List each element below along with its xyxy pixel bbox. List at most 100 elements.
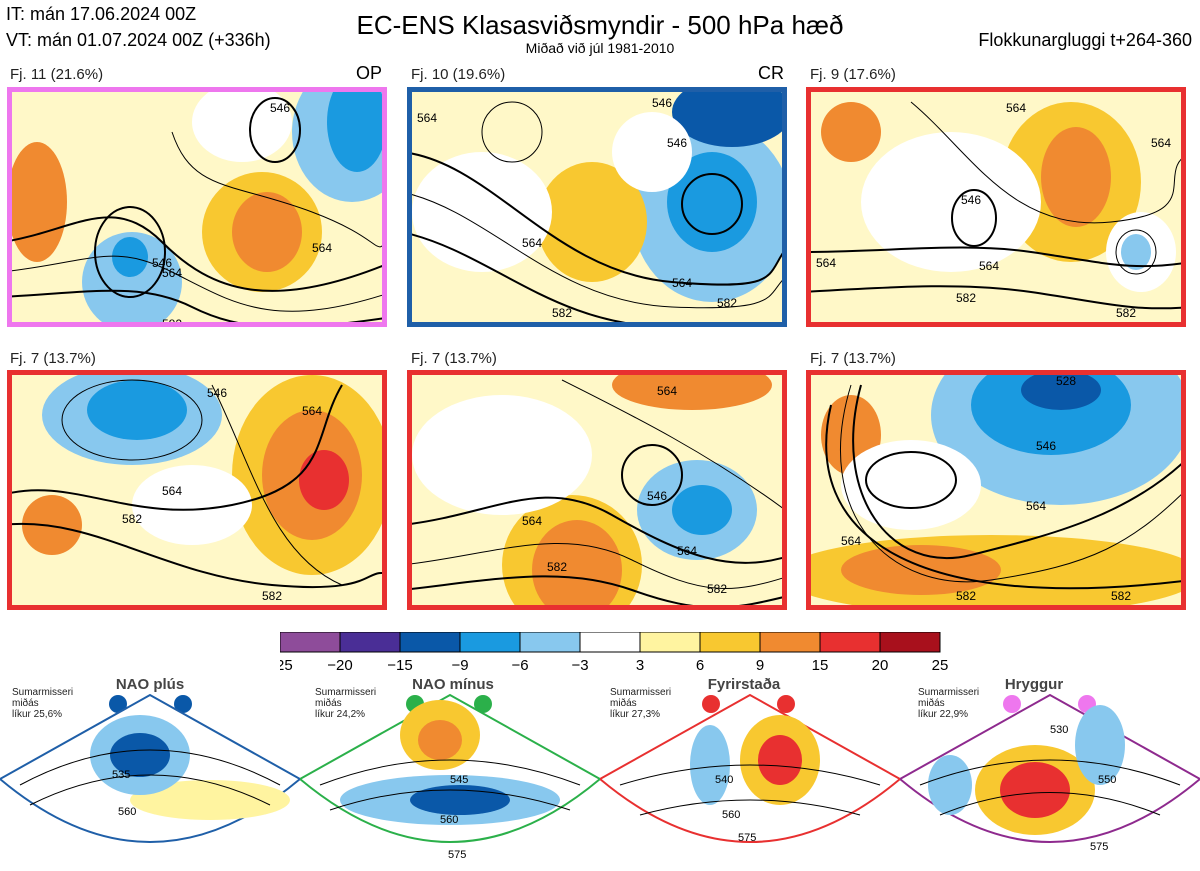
contour-label: 545 — [450, 774, 468, 786]
colorbar-segment — [339, 632, 401, 653]
colorbar-tick-label: −3 — [571, 657, 588, 674]
contour-label: 564 — [162, 266, 182, 280]
contour-label: 550 — [1098, 774, 1116, 786]
contour-label: 582 — [122, 512, 142, 526]
contour-label: 564 — [672, 276, 692, 290]
note-line: miðás — [315, 698, 342, 709]
contour-label: 564 — [979, 259, 999, 273]
contour-label: 564 — [1006, 101, 1026, 115]
regime-note-nao-plus: Sumarmisseri miðás líkur 25,6% — [12, 687, 73, 720]
note-line: miðás — [12, 698, 39, 709]
colorbar-tick-label: −25 — [280, 657, 293, 674]
contour-label: 575 — [738, 832, 756, 844]
colorbar-tick-label: −15 — [387, 657, 412, 674]
colorbar-segment — [459, 632, 521, 653]
regime-title-nao-plus: NAO plús — [115, 676, 185, 693]
regime-note-nao-minus: Sumarmisseri miðás líkur 24,2% — [315, 687, 376, 720]
contour-label: 564 — [417, 111, 437, 125]
contour-label: 564 — [302, 404, 322, 418]
regime-dot — [702, 695, 720, 713]
contour-label: 564 — [841, 534, 861, 548]
cluster-map-6: 528 546 564 564 582 582 — [806, 370, 1186, 610]
note-line: miðás — [610, 698, 637, 709]
contour-label: 535 — [112, 769, 130, 781]
contour-label: 564 — [677, 544, 697, 558]
contour-label: 546 — [647, 489, 667, 503]
contour-label: 546 — [270, 101, 290, 115]
init-time: IT: mán 17.06.2024 00Z — [6, 4, 197, 24]
panel-1-tag: OP — [356, 63, 383, 83]
colorbar-segment — [699, 632, 761, 653]
note-line: miðás — [918, 698, 945, 709]
regime-note-blocking: Sumarmisseri miðás líkur 27,3% — [610, 687, 671, 720]
colorbar-tick-label: −20 — [327, 657, 352, 674]
contour-label: 560 — [440, 814, 458, 826]
colorbar-segment — [579, 632, 641, 653]
cluster-map-1: 546 546 564 564 582 — [7, 87, 387, 327]
colorbar-tick-label: 6 — [696, 657, 704, 674]
colorbar-tick-label: 25 — [932, 657, 949, 674]
panel-2-tag: CR — [758, 63, 784, 83]
note-line: Sumarmisseri — [12, 687, 74, 698]
contour-label: 530 — [1050, 724, 1068, 736]
regime-note-ridge: Sumarmisseri miðás líkur 22,9% — [918, 687, 979, 720]
regime-dot — [777, 695, 795, 713]
colorbar-segment — [759, 632, 821, 653]
contour-label: 546 — [652, 96, 672, 110]
contour-label: 582 — [1116, 306, 1136, 320]
panel-3-label: Fj. 9 (17.6%) — [810, 66, 896, 83]
note-line: líkur 27,3% — [610, 709, 661, 720]
regime-map-nao-minus: 545 560 575 — [300, 693, 600, 861]
note-line: líkur 25,6% — [12, 709, 63, 720]
contour-label: 564 — [162, 484, 182, 498]
contour-label: 564 — [1026, 499, 1046, 513]
note-line: Sumarmisseri — [918, 687, 980, 698]
note-line: líkur 24,2% — [315, 709, 366, 720]
contour-label: 575 — [1090, 841, 1108, 853]
page-title: EC-ENS Klasasviðsmyndir - 500 hPa hæð — [356, 10, 844, 40]
colorbar-segment — [399, 632, 461, 653]
panel-6-label: Fj. 7 (13.7%) — [810, 350, 896, 367]
colorbar-segment — [879, 632, 941, 653]
contour-label: 564 — [816, 256, 836, 270]
colorbar-tick-label: −6 — [511, 657, 528, 674]
contour-label: 582 — [162, 317, 182, 322]
regime-map-blocking: 540 560 575 — [600, 693, 900, 844]
regime-dot — [1003, 695, 1021, 713]
colorbar-tick-label: 20 — [872, 657, 889, 674]
colorbar-tick-label: 9 — [756, 657, 764, 674]
contour-label: 564 — [1151, 136, 1171, 150]
valid-time: VT: mán 01.07.2024 00Z (+336h) — [6, 30, 271, 50]
colorbar-segment — [819, 632, 881, 653]
note-line: Sumarmisseri — [315, 687, 377, 698]
colorbar-tick-label: 15 — [812, 657, 829, 674]
regime-map-nao-plus: 535 560 — [0, 693, 300, 843]
colorbar-segment — [280, 632, 341, 653]
contour-label: 546 — [667, 136, 687, 150]
cluster-map-2: 546 564 546 564 564 582 582 — [407, 87, 787, 327]
regime-map-ridge: 530 550 575 — [900, 693, 1200, 853]
contour-label: 560 — [118, 806, 136, 818]
colorbar-tick-label: 3 — [636, 657, 644, 674]
contour-label: 564 — [522, 514, 542, 528]
contour-label: 582 — [1111, 589, 1131, 603]
contour-label: 582 — [552, 306, 572, 320]
cluster-map-3: 564 564 546 564 564 582 582 — [806, 87, 1186, 327]
contour-label: 582 — [547, 560, 567, 574]
panel-1-label: Fj. 11 (21.6%) — [10, 66, 104, 83]
contour-label: 528 — [1056, 375, 1076, 388]
contour-label: 546 — [152, 256, 172, 270]
page-subtitle: Miðað við júl 1981-2010 — [525, 40, 675, 56]
colorbar-tick-label: −9 — [451, 657, 468, 674]
note-line: Sumarmisseri — [610, 687, 672, 698]
contour-label: 575 — [448, 849, 466, 861]
panel-5-label: Fj. 7 (13.7%) — [411, 350, 497, 367]
regime-title-blocking: Fyrirstaða — [707, 676, 781, 693]
colorbar-segment — [639, 632, 701, 653]
colorbar-segment — [519, 632, 581, 653]
panel-2-label: Fj. 10 (19.6%) — [411, 66, 506, 83]
contour-label: 564 — [657, 384, 677, 398]
contour-label: 546 — [1036, 439, 1056, 453]
regime-dot — [109, 695, 127, 713]
regime-dot — [474, 695, 492, 713]
